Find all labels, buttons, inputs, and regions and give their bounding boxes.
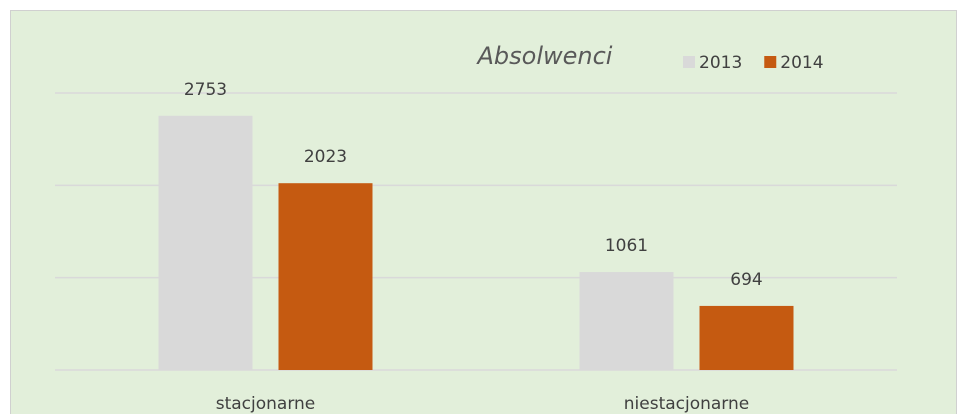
- bar: [579, 272, 674, 370]
- chart-title: Absolwenci: [476, 42, 613, 70]
- legend-swatch: [683, 56, 695, 68]
- data-label: 1061: [605, 236, 648, 256]
- legend-label: 2014: [780, 53, 823, 73]
- x-tick-label: niestacjonarne: [624, 394, 749, 414]
- data-label: 694: [730, 270, 762, 290]
- x-tick-label: stacjonarne: [216, 394, 316, 414]
- data-label: 2753: [184, 80, 227, 100]
- bar: [158, 115, 253, 370]
- legend-label: 2013: [699, 53, 742, 73]
- legend-swatch: [764, 56, 777, 68]
- bar: [278, 183, 373, 370]
- bar: [699, 305, 794, 370]
- data-label: 2023: [304, 147, 347, 167]
